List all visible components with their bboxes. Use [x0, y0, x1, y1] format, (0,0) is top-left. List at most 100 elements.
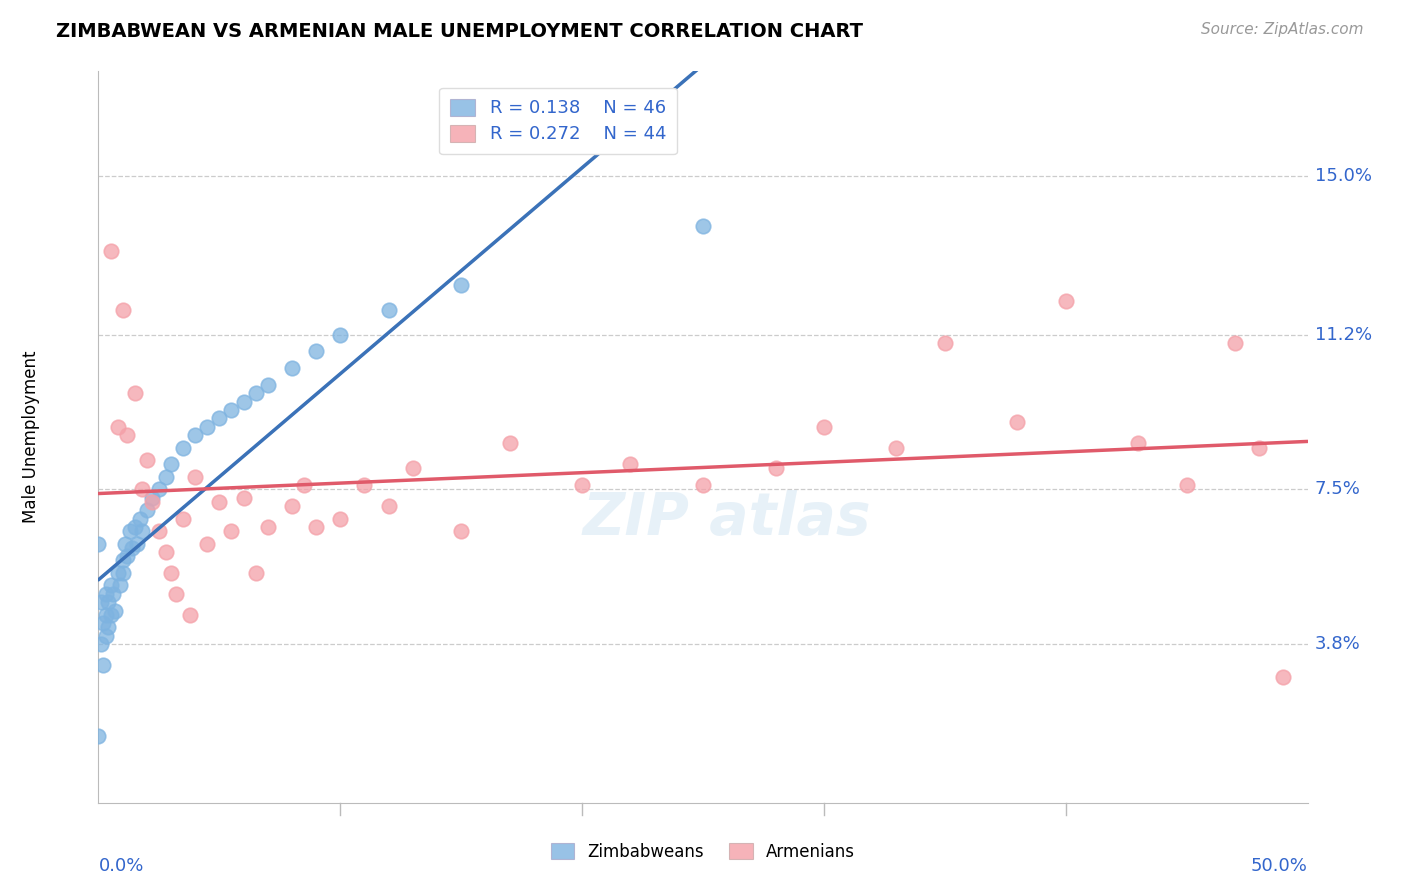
- Point: [94, 629, 117, 643]
- Point: [118, 524, 141, 538]
- Point: [94, 587, 117, 601]
- Point: [221, 403, 243, 417]
- Point: [111, 553, 134, 567]
- Point: [245, 386, 267, 401]
- Point: [87, 729, 110, 743]
- Text: 7.5%: 7.5%: [1315, 480, 1361, 499]
- Point: [155, 545, 177, 559]
- Point: [692, 219, 714, 233]
- Point: [160, 566, 183, 580]
- Point: [886, 441, 908, 455]
- Point: [160, 457, 183, 471]
- Point: [1223, 336, 1246, 351]
- Point: [90, 637, 112, 651]
- Point: [111, 566, 134, 580]
- Point: [128, 511, 150, 525]
- Point: [100, 578, 122, 592]
- Point: [619, 457, 641, 471]
- Point: [141, 495, 163, 509]
- Point: [124, 520, 146, 534]
- Point: [450, 277, 472, 292]
- Point: [765, 461, 787, 475]
- Point: [91, 616, 114, 631]
- Point: [377, 499, 399, 513]
- Point: [281, 361, 304, 376]
- Point: [281, 499, 304, 513]
- Point: [107, 419, 129, 434]
- Point: [131, 524, 153, 538]
- Text: 0.0%: 0.0%: [98, 857, 143, 875]
- Text: 15.0%: 15.0%: [1315, 167, 1372, 185]
- Point: [131, 483, 153, 497]
- Point: [141, 491, 163, 505]
- Point: [329, 327, 352, 342]
- Point: [114, 536, 136, 550]
- Point: [1054, 294, 1077, 309]
- Point: [692, 478, 714, 492]
- Point: [97, 595, 120, 609]
- Point: [353, 478, 375, 492]
- Point: [232, 394, 254, 409]
- Point: [172, 511, 194, 525]
- Point: [305, 344, 328, 359]
- Point: [107, 566, 129, 580]
- Point: [195, 419, 218, 434]
- Point: [934, 336, 956, 351]
- Point: [94, 607, 117, 622]
- Point: [1007, 416, 1029, 430]
- Point: [208, 411, 231, 425]
- Point: [184, 428, 207, 442]
- Point: [111, 302, 134, 317]
- Point: [195, 536, 218, 550]
- Point: [165, 587, 187, 601]
- Point: [498, 436, 520, 450]
- Text: Male Unemployment: Male Unemployment: [21, 351, 39, 524]
- Text: 3.8%: 3.8%: [1315, 635, 1361, 653]
- Point: [172, 441, 194, 455]
- Legend: Zimbabweans, Armenians: Zimbabweans, Armenians: [544, 837, 862, 868]
- Point: [179, 607, 201, 622]
- Text: 11.2%: 11.2%: [1315, 326, 1372, 343]
- Point: [135, 503, 157, 517]
- Point: [184, 470, 207, 484]
- Text: ZIMBABWEAN VS ARMENIAN MALE UNEMPLOYMENT CORRELATION CHART: ZIMBABWEAN VS ARMENIAN MALE UNEMPLOYMENT…: [56, 22, 863, 41]
- Point: [402, 461, 425, 475]
- Text: Source: ZipAtlas.com: Source: ZipAtlas.com: [1201, 22, 1364, 37]
- Point: [292, 478, 315, 492]
- Point: [1249, 441, 1271, 455]
- Point: [256, 520, 278, 534]
- Point: [117, 549, 139, 564]
- Point: [1272, 670, 1295, 684]
- Point: [100, 244, 122, 258]
- Point: [245, 566, 267, 580]
- Point: [121, 541, 143, 555]
- Point: [329, 511, 352, 525]
- Point: [1128, 436, 1150, 450]
- Point: [87, 536, 110, 550]
- Point: [450, 524, 472, 538]
- Point: [100, 607, 122, 622]
- Point: [377, 302, 399, 317]
- Point: [101, 587, 124, 601]
- Point: [148, 483, 170, 497]
- Point: [813, 419, 835, 434]
- Point: [208, 495, 231, 509]
- Point: [135, 453, 157, 467]
- Point: [90, 595, 112, 609]
- Point: [124, 386, 146, 401]
- Point: [221, 524, 243, 538]
- Point: [256, 377, 278, 392]
- Point: [127, 536, 149, 550]
- Point: [1175, 478, 1198, 492]
- Point: [571, 478, 593, 492]
- Point: [91, 657, 114, 672]
- Text: 50.0%: 50.0%: [1251, 857, 1308, 875]
- Point: [104, 603, 127, 617]
- Point: [148, 524, 170, 538]
- Point: [108, 578, 131, 592]
- Point: [232, 491, 254, 505]
- Text: ZIP atlas: ZIP atlas: [583, 490, 872, 547]
- Point: [155, 470, 177, 484]
- Point: [305, 520, 328, 534]
- Point: [117, 428, 139, 442]
